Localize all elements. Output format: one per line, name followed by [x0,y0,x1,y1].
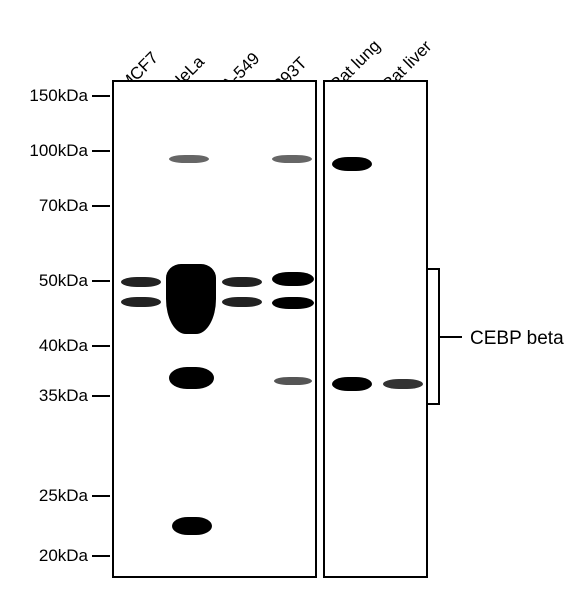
band-hela-1 [169,155,209,163]
band-293t-2 [272,272,314,286]
mw-label-35: 35kDa [8,386,88,406]
mw-tick-100 [92,150,110,152]
mw-label-100: 100kDa [8,141,88,161]
blot-panel-left [112,80,317,578]
mw-tick-35 [92,395,110,397]
bracket-mid-arm [440,336,462,338]
band-hela-3 [169,367,214,389]
band-ratlung-1 [332,157,372,171]
band-mcf7-1 [121,277,161,287]
band-ratlung-2 [332,377,372,391]
mw-tick-20 [92,555,110,557]
band-a549-1 [222,277,262,287]
band-293t-4 [274,377,312,385]
band-a549-2 [222,297,262,307]
mw-label-40: 40kDa [8,336,88,356]
bracket-bottom-arm [428,403,438,405]
band-293t-1 [272,155,312,163]
mw-tick-25 [92,495,110,497]
western-blot-figure: MCF7 HeLa A-549 293T Rat lung Rat liver … [0,0,577,590]
band-mcf7-2 [121,297,161,307]
mw-label-70: 70kDa [8,196,88,216]
mw-label-150: 150kDa [8,86,88,106]
band-hela-2 [166,264,216,334]
mw-label-50: 50kDa [8,271,88,291]
mw-tick-150 [92,95,110,97]
band-hela-4 [172,517,212,535]
mw-label-20: 20kDa [8,546,88,566]
protein-label-cebp-beta: CEBP beta [470,328,564,350]
mw-tick-40 [92,345,110,347]
mw-tick-50 [92,280,110,282]
blot-panel-right [323,80,428,578]
mw-tick-70 [92,205,110,207]
band-ratliver-1 [383,379,423,389]
mw-label-25: 25kDa [8,486,88,506]
bracket-top-arm [428,268,438,270]
band-293t-3 [272,297,314,309]
